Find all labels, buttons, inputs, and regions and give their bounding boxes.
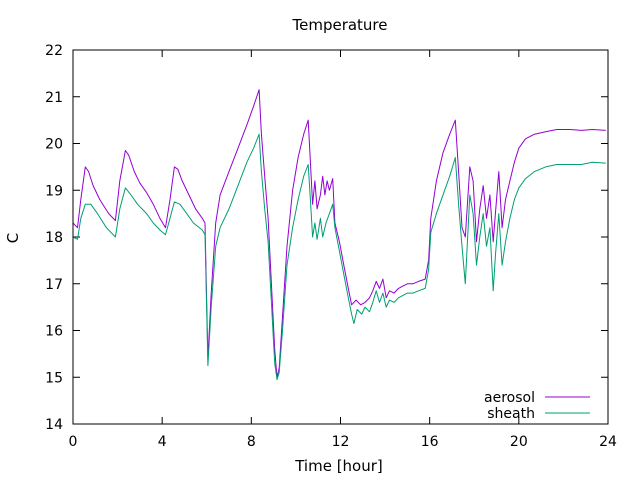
series-line-aerosol — [72, 89, 606, 378]
x-axis-label: Time [hour] — [294, 457, 383, 475]
y-tick-label: 17 — [45, 277, 63, 293]
legend-label-aerosol: aerosol — [484, 390, 535, 406]
x-tick-label: 4 — [158, 434, 167, 450]
x-tick-label: 8 — [247, 434, 256, 450]
y-tick-label: 16 — [45, 324, 63, 340]
axis-ticks: 0 4 8 12 16 20 24 14 15 16 17 18 19 20 21 22 — [45, 43, 617, 450]
series-layer — [72, 89, 606, 381]
x-tick-label: 0 — [69, 434, 78, 450]
chart-title: Temperature — [291, 16, 387, 34]
plot-border — [72, 49, 609, 425]
x-tick-label: 16 — [421, 434, 439, 450]
y-tick-label: 15 — [45, 370, 63, 386]
y-tick-label: 20 — [45, 137, 63, 153]
x-tick-label: 24 — [599, 434, 617, 450]
x-tick-label: 20 — [510, 434, 528, 450]
legend-label-sheath: sheath — [487, 406, 535, 422]
y-tick-label: 21 — [45, 90, 63, 106]
y-axis-label: C — [4, 233, 22, 243]
y-tick-label: 19 — [45, 183, 63, 199]
y-tick-label: 18 — [45, 230, 63, 246]
x-tick-label: 12 — [332, 434, 350, 450]
y-tick-label: 22 — [45, 43, 63, 59]
series-line-sheath — [72, 133, 606, 381]
y-tick-label: 14 — [45, 417, 63, 433]
